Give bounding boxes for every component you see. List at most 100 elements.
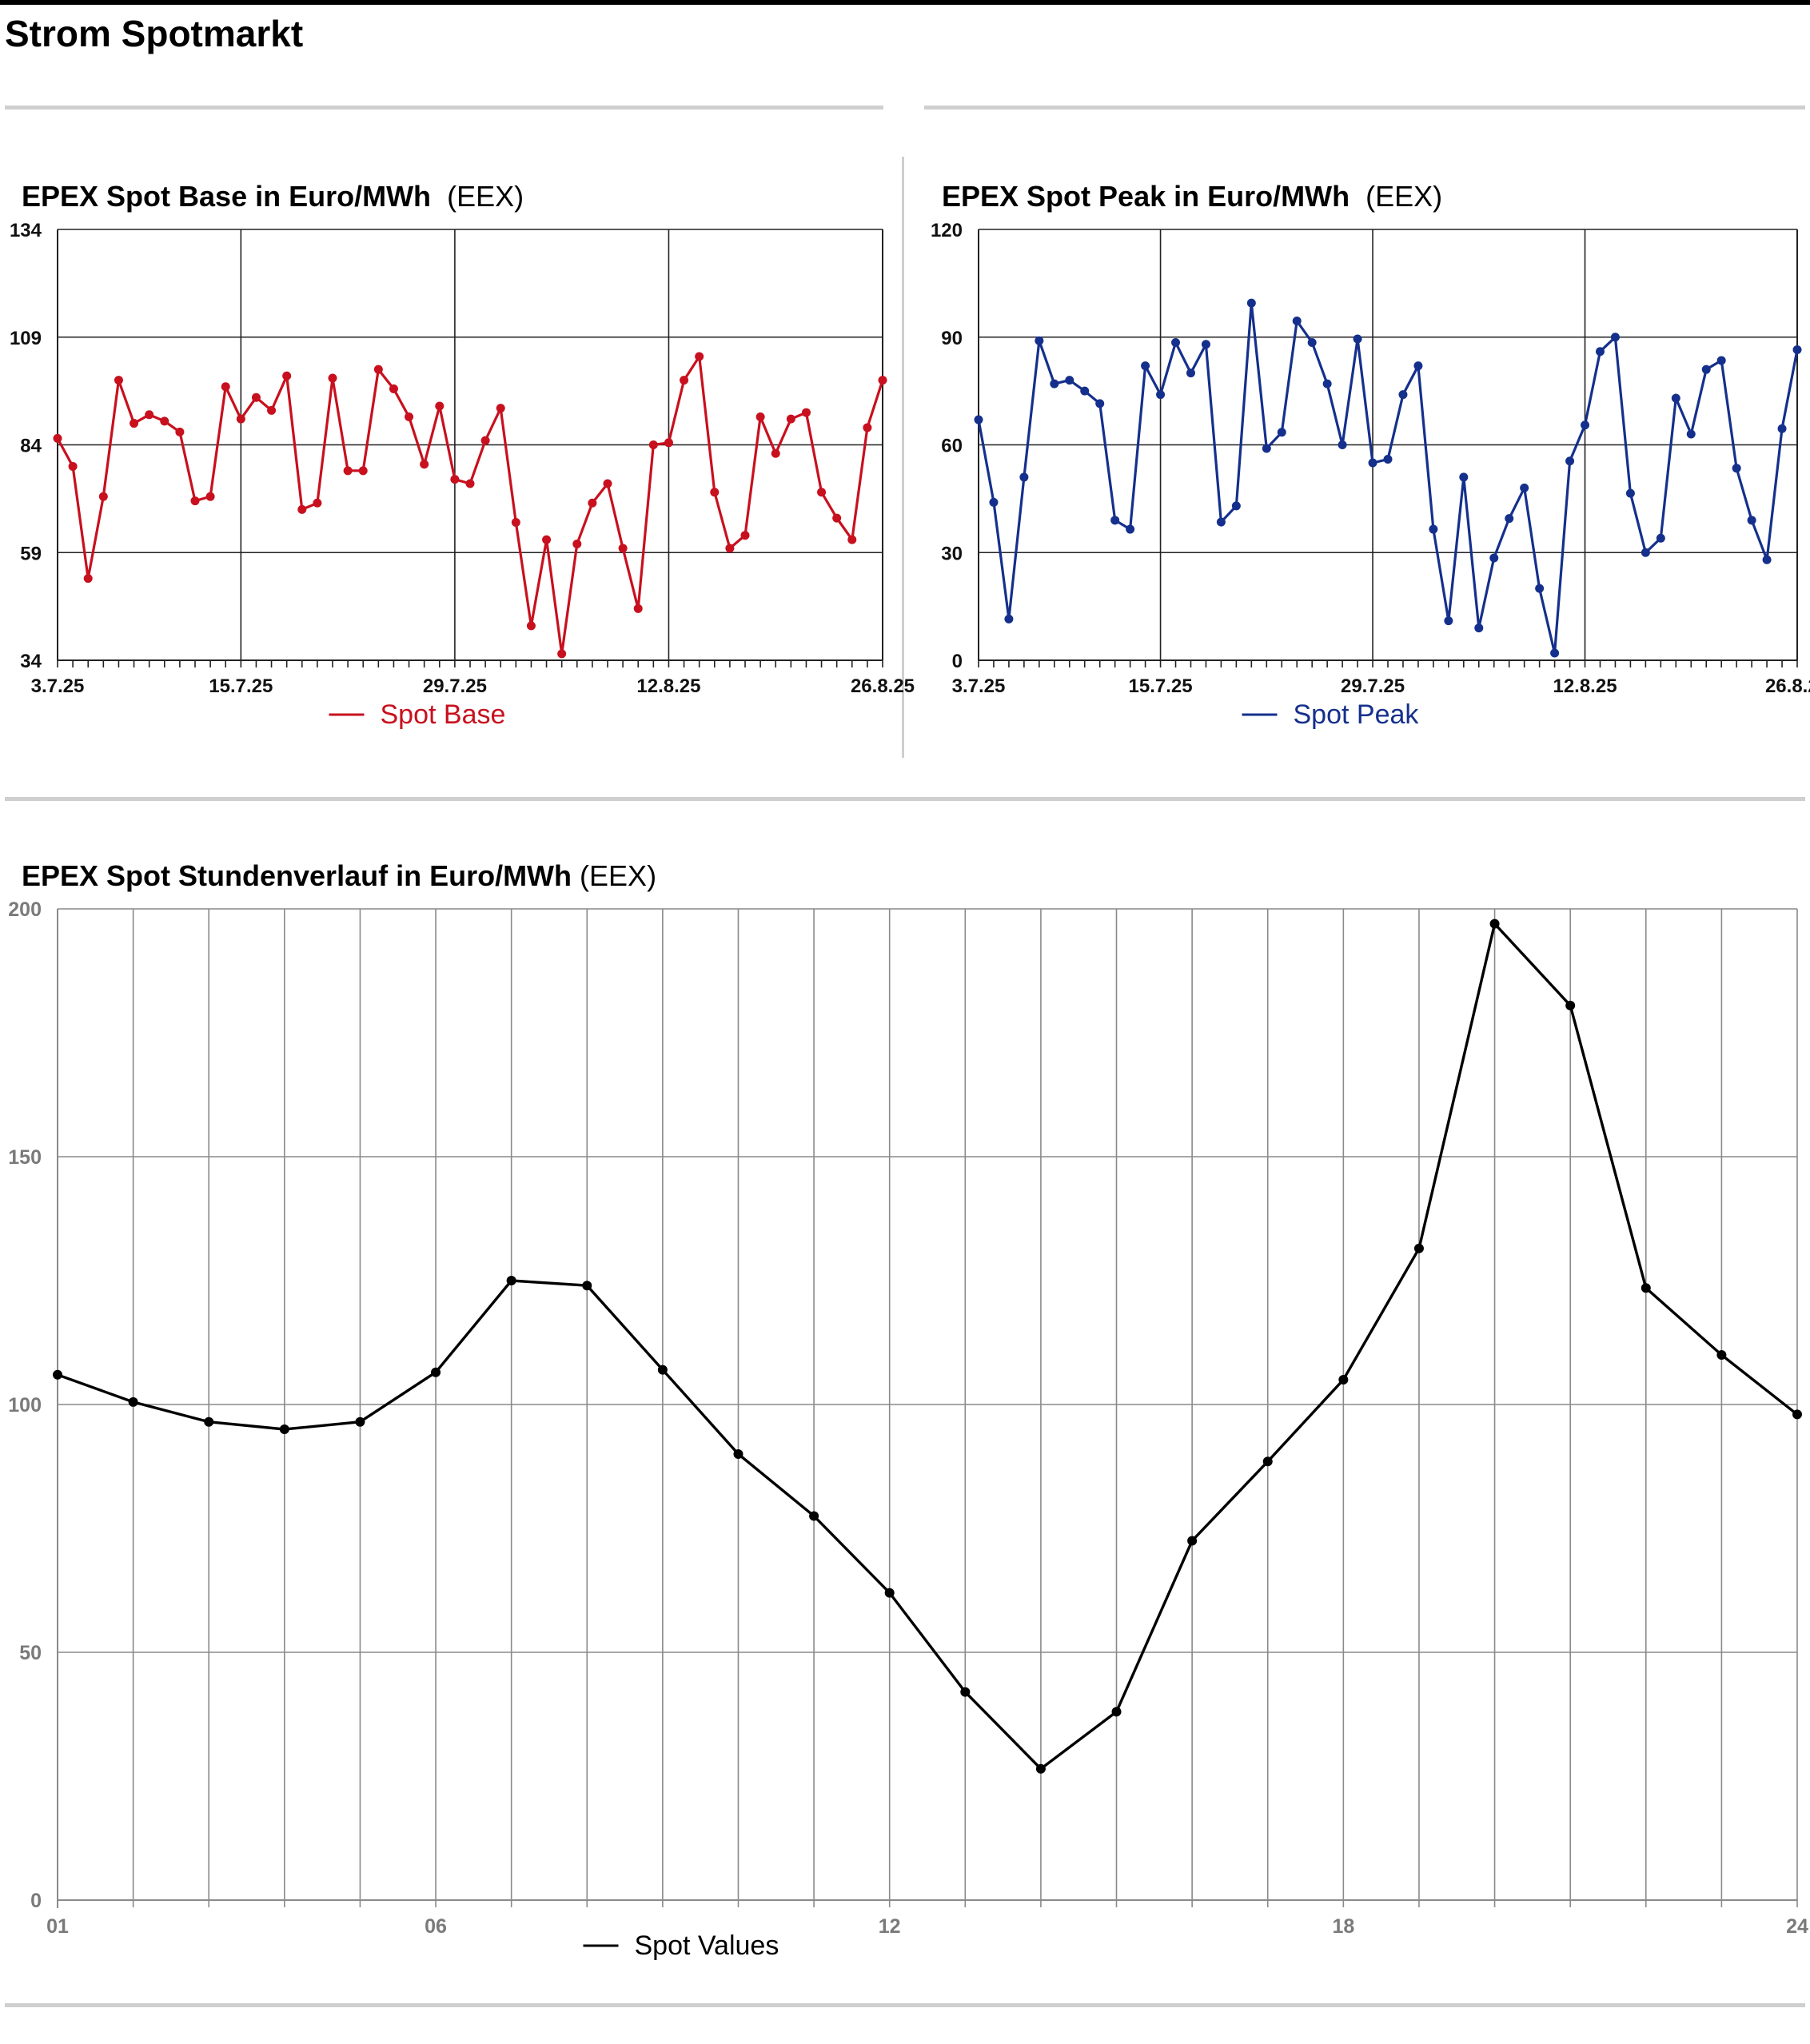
peak-x-tick-label: 15.7.25	[1129, 675, 1193, 697]
base-y-tick-label: 109	[10, 328, 42, 349]
base-data-point	[771, 448, 780, 458]
peak-data-point	[1520, 483, 1529, 492]
peak-chart-title: EPEX Spot Peak in Euro/MWh (EEX)	[942, 178, 1442, 215]
base-chart-source: (EEX)	[447, 180, 524, 213]
hourly-data-point	[204, 1416, 214, 1427]
peak-data-point	[1474, 624, 1484, 633]
hourly-x-tick-label: 12	[879, 1915, 901, 1938]
base-chart-title: EPEX Spot Base in Euro/MWh (EEX)	[22, 178, 524, 215]
peak-data-point	[1126, 524, 1135, 534]
peak-data-point	[1716, 356, 1726, 365]
hourly-y-tick-label: 50	[19, 1642, 42, 1664]
peak-series-line	[977, 302, 1799, 654]
peak-chart: 0 30 60 90 120 3.7.25 15.7.25 29.7.25 12.8.25 26.…	[931, 220, 1810, 730]
base-data-point	[114, 376, 123, 385]
hourly-data-point	[1641, 1283, 1651, 1293]
base-data-point	[328, 373, 337, 383]
base-data-point	[786, 414, 795, 424]
peak-data-point	[1595, 347, 1605, 357]
base-data-point	[496, 404, 505, 413]
base-data-point	[358, 466, 368, 476]
base-data-point	[572, 539, 582, 548]
base-data-point	[297, 504, 307, 514]
base-data-point	[832, 513, 842, 523]
section-divider	[5, 2003, 1805, 2007]
peak-data-point	[1383, 454, 1393, 464]
base-data-point	[695, 352, 704, 361]
hourly-x-tick-label: 01	[46, 1915, 69, 1938]
hourly-data-point	[1565, 1000, 1576, 1010]
peak-data-point	[1747, 516, 1756, 525]
peak-data-point	[1656, 533, 1665, 543]
peak-data-point	[1398, 390, 1408, 400]
base-data-point	[53, 433, 62, 443]
base-data-point	[511, 518, 520, 528]
base-data-point	[236, 414, 245, 424]
base-data-point	[863, 423, 872, 432]
base-y-tick-label: 34	[20, 651, 42, 672]
base-data-point	[542, 535, 552, 544]
peak-data-point	[1110, 516, 1120, 525]
base-data-point	[251, 392, 261, 402]
base-data-point	[801, 408, 811, 417]
base-chart-title-text: EPEX Spot Base in Euro/MWh	[22, 180, 432, 213]
hourly-chart: 0 50 100 150 200 01 06 12 18 24 Spot Values	[8, 898, 1808, 1961]
base-y-tick-label: 84	[20, 436, 42, 457]
hourly-data-point	[355, 1416, 365, 1427]
peak-data-point	[1792, 345, 1802, 354]
peak-data-point	[1019, 472, 1029, 482]
hourly-data-point	[1187, 1536, 1198, 1546]
hourly-x-tick-label: 06	[425, 1915, 447, 1938]
base-data-point	[98, 492, 108, 501]
base-data-point	[83, 574, 93, 584]
base-y-tick-label: 134	[10, 220, 42, 241]
hourly-data-point	[733, 1449, 744, 1459]
base-data-point	[205, 492, 215, 501]
base-data-point	[725, 544, 735, 553]
base-y-tick-label: 59	[20, 543, 42, 564]
peak-data-point	[1246, 298, 1256, 308]
peak-legend-label: Spot Peak	[1294, 699, 1420, 730]
base-data-point	[130, 419, 139, 428]
peak-data-point	[1231, 501, 1241, 511]
base-data-point	[526, 621, 536, 631]
peak-data-point	[1671, 393, 1680, 403]
peak-data-point	[1322, 379, 1332, 388]
peak-y-tick-label: 30	[941, 543, 963, 564]
hourly-data-point	[1262, 1456, 1273, 1467]
peak-data-point	[1732, 464, 1741, 473]
base-data-point	[389, 384, 398, 393]
peak-data-point	[1777, 424, 1787, 433]
hourly-y-tick-label: 200	[8, 898, 42, 921]
hourly-data-point	[506, 1276, 516, 1285]
peak-data-point	[1141, 361, 1150, 371]
base-data-point	[740, 531, 750, 540]
peak-y-tick-label: 90	[941, 328, 963, 349]
hourly-legend-label: Spot Values	[635, 1930, 779, 1961]
peak-data-point	[1610, 333, 1620, 342]
peak-data-point	[1762, 555, 1772, 564]
hourly-data-point	[582, 1281, 592, 1291]
hourly-legend: Spot Values	[583, 1930, 779, 1961]
peak-data-point	[1550, 648, 1560, 658]
base-data-point	[68, 461, 78, 471]
base-data-point	[160, 416, 169, 426]
base-data-point	[190, 496, 200, 506]
hourly-chart-title-text: EPEX Spot Stundenverlauf in Euro/MWh	[22, 859, 572, 892]
base-x-tick-label: 29.7.25	[423, 675, 487, 697]
peak-data-point	[1581, 420, 1590, 430]
peak-x-tick-label: 3.7.25	[952, 675, 1006, 697]
base-x-tick-label: 15.7.25	[209, 675, 273, 697]
peak-chart-title-text: EPEX Spot Peak in Euro/MWh	[942, 180, 1350, 213]
hourly-data-point	[1716, 1350, 1727, 1360]
peak-data-point	[1201, 340, 1210, 349]
peak-data-point	[1171, 337, 1181, 347]
base-data-point	[878, 376, 887, 385]
base-legend: Spot Base	[329, 699, 505, 730]
section-divider	[924, 106, 1805, 110]
base-data-point	[817, 488, 827, 497]
peak-data-point	[1065, 376, 1074, 385]
peak-data-point	[1489, 553, 1499, 563]
hourly-data-point	[1035, 1763, 1046, 1774]
